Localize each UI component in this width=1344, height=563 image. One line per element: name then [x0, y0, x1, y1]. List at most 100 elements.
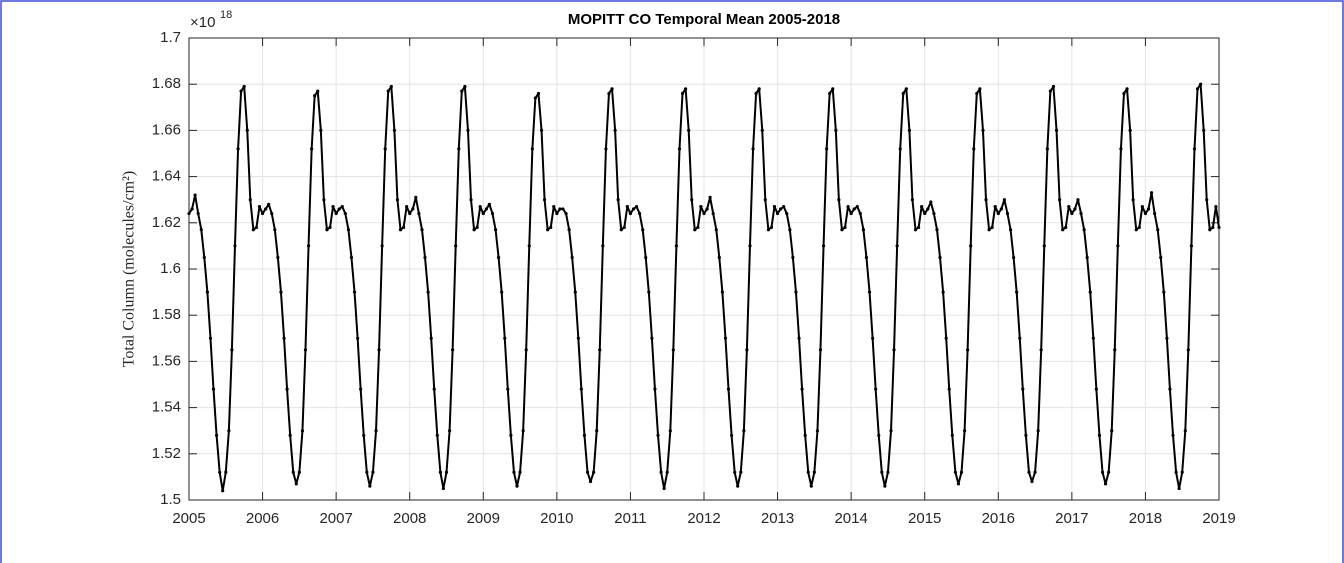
data-point [441, 486, 446, 491]
data-point [276, 255, 280, 260]
data-point [837, 198, 841, 202]
data-point [877, 433, 881, 437]
y-tick-label: 1.7 [160, 29, 181, 46]
data-point [671, 348, 675, 352]
data-point [898, 147, 902, 151]
data-point [1146, 207, 1151, 211]
y-multiplier-base: ×10 [190, 14, 215, 31]
data-point [1165, 336, 1169, 340]
data-point [273, 228, 277, 232]
data-point [1149, 191, 1154, 195]
data-point [1054, 128, 1059, 132]
data-point [1122, 91, 1126, 96]
y-tick-label: 1.6 [160, 260, 181, 277]
data-point [996, 211, 1000, 216]
data-point [631, 207, 636, 211]
data-point [496, 255, 501, 260]
data-point [334, 211, 338, 216]
data-point [913, 228, 918, 232]
data-point [1085, 255, 1089, 260]
data-point [619, 228, 623, 232]
data-point [917, 225, 921, 230]
data-point [1131, 198, 1135, 202]
data-point [1143, 211, 1148, 216]
data-point [867, 290, 872, 294]
data-point [674, 244, 679, 248]
data-point [300, 429, 305, 433]
data-point [356, 336, 360, 340]
data-point [723, 336, 728, 340]
data-point [1015, 290, 1019, 294]
data-point [1100, 470, 1105, 474]
data-point [745, 348, 749, 352]
data-point [1008, 228, 1013, 232]
data-point [337, 207, 341, 211]
x-tick-label: 2015 [908, 510, 941, 527]
x-tick-label: 2014 [834, 510, 867, 527]
data-point [490, 211, 495, 216]
data-point [402, 225, 406, 230]
data-point [233, 244, 237, 248]
data-point [221, 489, 225, 493]
data-point [1073, 207, 1077, 211]
data-point [665, 470, 669, 474]
data-point [521, 429, 525, 433]
data-point [1027, 470, 1031, 474]
y-tick-label: 1.58 [152, 306, 181, 323]
data-point [515, 484, 519, 488]
data-point [726, 387, 731, 391]
data-point [1174, 470, 1178, 474]
data-point [1021, 387, 1025, 391]
x-tick-label: 2019 [1202, 510, 1235, 527]
data-point [791, 255, 795, 260]
data-point [509, 433, 513, 437]
data-point [343, 211, 347, 216]
data-point [202, 255, 206, 260]
data-point [463, 84, 467, 89]
data-point [420, 228, 424, 232]
data-point [313, 94, 317, 98]
data-point [1189, 244, 1194, 248]
data-point [1039, 348, 1043, 352]
data-point [257, 205, 262, 209]
data-point [417, 211, 421, 216]
data-point [512, 470, 516, 474]
data-point [923, 211, 927, 216]
data-point [687, 128, 691, 132]
data-point [346, 228, 351, 232]
x-tick-label: 2010 [540, 510, 573, 527]
data-point [472, 228, 476, 232]
data-point [607, 91, 611, 96]
data-point [395, 198, 400, 202]
data-point [763, 198, 767, 202]
data-point [1125, 87, 1129, 91]
data-point [616, 198, 620, 202]
data-point [1064, 225, 1068, 230]
data-point [772, 205, 777, 209]
x-tick-label: 2018 [1129, 510, 1162, 527]
data-point [1195, 87, 1200, 91]
y-tick-label: 1.54 [152, 399, 181, 416]
data-point [193, 193, 197, 197]
data-point [224, 470, 228, 474]
data-point [966, 348, 970, 352]
data-point [294, 482, 298, 486]
data-point [208, 336, 213, 340]
data-point [969, 244, 973, 248]
data-point [1011, 255, 1016, 260]
data-point [383, 147, 387, 151]
data-point [1110, 429, 1114, 433]
data-point [714, 228, 718, 232]
data-point [1082, 228, 1086, 232]
data-point [487, 202, 491, 206]
data-point [322, 198, 326, 202]
data-point [524, 348, 528, 352]
data-point [1036, 429, 1040, 433]
data-point [604, 147, 608, 151]
data-point [408, 211, 412, 216]
data-point [242, 84, 246, 89]
data-point [1128, 128, 1132, 132]
y-tick-label: 1.64 [152, 168, 181, 185]
data-point [846, 205, 850, 209]
